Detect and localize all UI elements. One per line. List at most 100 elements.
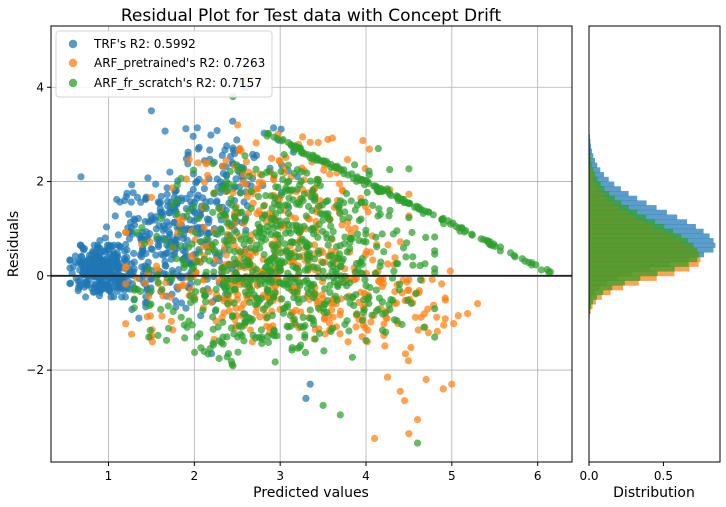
scatter-point bbox=[220, 210, 229, 218]
scatter-point bbox=[239, 310, 247, 318]
scatter-point bbox=[190, 202, 198, 211]
hist-bar bbox=[589, 143, 591, 149]
scatter-point bbox=[372, 286, 380, 294]
y-axis-ticks: −2 0 2 4 bbox=[26, 80, 51, 377]
scatter-point bbox=[146, 312, 154, 320]
scatter-point bbox=[253, 299, 261, 308]
scatter-point bbox=[159, 226, 167, 234]
y-tick-label: 0 bbox=[36, 269, 44, 283]
scatter-point bbox=[77, 173, 85, 181]
scatter-point bbox=[361, 276, 369, 284]
scatter-point bbox=[224, 299, 232, 307]
scatter-point bbox=[372, 307, 380, 315]
scatter-point bbox=[402, 253, 410, 261]
scatter-point bbox=[395, 194, 403, 203]
scatter-point bbox=[153, 273, 161, 281]
scatter-point bbox=[374, 212, 382, 220]
scatter-point bbox=[193, 333, 201, 341]
scatter-point bbox=[147, 193, 155, 201]
hist-bar bbox=[589, 285, 613, 291]
scatter-point bbox=[75, 281, 83, 289]
scatter-point bbox=[161, 236, 170, 244]
scatter-point bbox=[102, 281, 110, 289]
scatter-point bbox=[195, 248, 203, 256]
scatter-point bbox=[223, 353, 231, 361]
scatter-point bbox=[378, 283, 386, 291]
scatter-point bbox=[203, 215, 211, 223]
scatter-point bbox=[230, 330, 238, 338]
hist-bar bbox=[589, 247, 698, 253]
legend-entry-trf: TRF's R2: 0.5992 bbox=[93, 37, 196, 51]
scatter-point bbox=[386, 166, 394, 174]
scatter-point bbox=[318, 291, 326, 299]
scatter-point bbox=[353, 310, 361, 318]
scatter-point bbox=[161, 127, 169, 135]
scatter-point bbox=[284, 284, 292, 292]
scatter-point bbox=[367, 318, 375, 326]
scatter-point bbox=[240, 198, 248, 206]
scatter-point bbox=[362, 337, 370, 345]
scatter-point bbox=[241, 215, 250, 223]
scatter-point bbox=[282, 217, 290, 225]
scatter-point bbox=[276, 207, 284, 215]
scatter-point bbox=[306, 138, 314, 146]
scatter-point bbox=[204, 171, 212, 179]
scatter-point bbox=[276, 234, 284, 242]
scatter-point bbox=[352, 291, 360, 299]
scatter-point bbox=[202, 298, 210, 306]
scatter-point bbox=[173, 197, 181, 205]
scatter-point bbox=[185, 243, 193, 251]
scatter-point bbox=[213, 127, 221, 135]
scatter-point bbox=[532, 261, 540, 269]
scatter-point bbox=[422, 233, 430, 241]
scatter-point bbox=[190, 166, 198, 174]
scatter-point bbox=[212, 306, 220, 314]
scatter-point bbox=[168, 275, 176, 283]
scatter-point bbox=[325, 319, 333, 327]
scatter-point bbox=[204, 350, 212, 358]
distribution-histogram bbox=[589, 134, 716, 319]
scatter-point bbox=[416, 262, 424, 270]
x-tick-label: 4 bbox=[362, 469, 370, 483]
scatter-point bbox=[320, 166, 328, 174]
scatter-point bbox=[130, 265, 138, 273]
scatter-point bbox=[197, 344, 205, 352]
scatter-point bbox=[146, 326, 154, 334]
scatter-point bbox=[130, 284, 138, 292]
scatter-point bbox=[301, 322, 309, 330]
scatter-point bbox=[371, 434, 379, 442]
scatter-point bbox=[147, 217, 155, 225]
scatter-point bbox=[313, 179, 321, 187]
hist-bar bbox=[589, 299, 594, 305]
scatter-point bbox=[272, 183, 280, 191]
scatter-point bbox=[289, 143, 297, 151]
scatter-point bbox=[291, 319, 299, 327]
scatter-point bbox=[76, 266, 84, 274]
scatter-point bbox=[213, 197, 221, 205]
scatter-point bbox=[284, 138, 292, 147]
scatter-point bbox=[229, 144, 237, 152]
scatter-point bbox=[269, 124, 278, 132]
legend-marker-trf bbox=[68, 39, 78, 49]
scatter-point bbox=[96, 281, 104, 289]
y-axis-label: Residuals bbox=[6, 211, 22, 277]
scatter-point bbox=[152, 180, 160, 188]
scatter-point bbox=[144, 174, 152, 182]
scatter-point bbox=[405, 190, 413, 198]
scatter-point bbox=[233, 136, 241, 144]
scatter-point bbox=[353, 174, 361, 183]
scatter-point bbox=[431, 250, 439, 258]
scatter-point bbox=[172, 297, 180, 305]
scatter-point bbox=[229, 117, 237, 125]
scatter-point bbox=[319, 201, 327, 209]
scatter-point bbox=[142, 194, 150, 203]
scatter-point bbox=[96, 254, 104, 262]
histogram-frame bbox=[588, 25, 721, 463]
scatter-point bbox=[408, 228, 416, 237]
scatter-point bbox=[66, 280, 74, 288]
scatter-point bbox=[172, 255, 181, 263]
scatter-point bbox=[241, 152, 249, 160]
scatter-point bbox=[372, 233, 380, 241]
scatter-point bbox=[322, 157, 330, 165]
